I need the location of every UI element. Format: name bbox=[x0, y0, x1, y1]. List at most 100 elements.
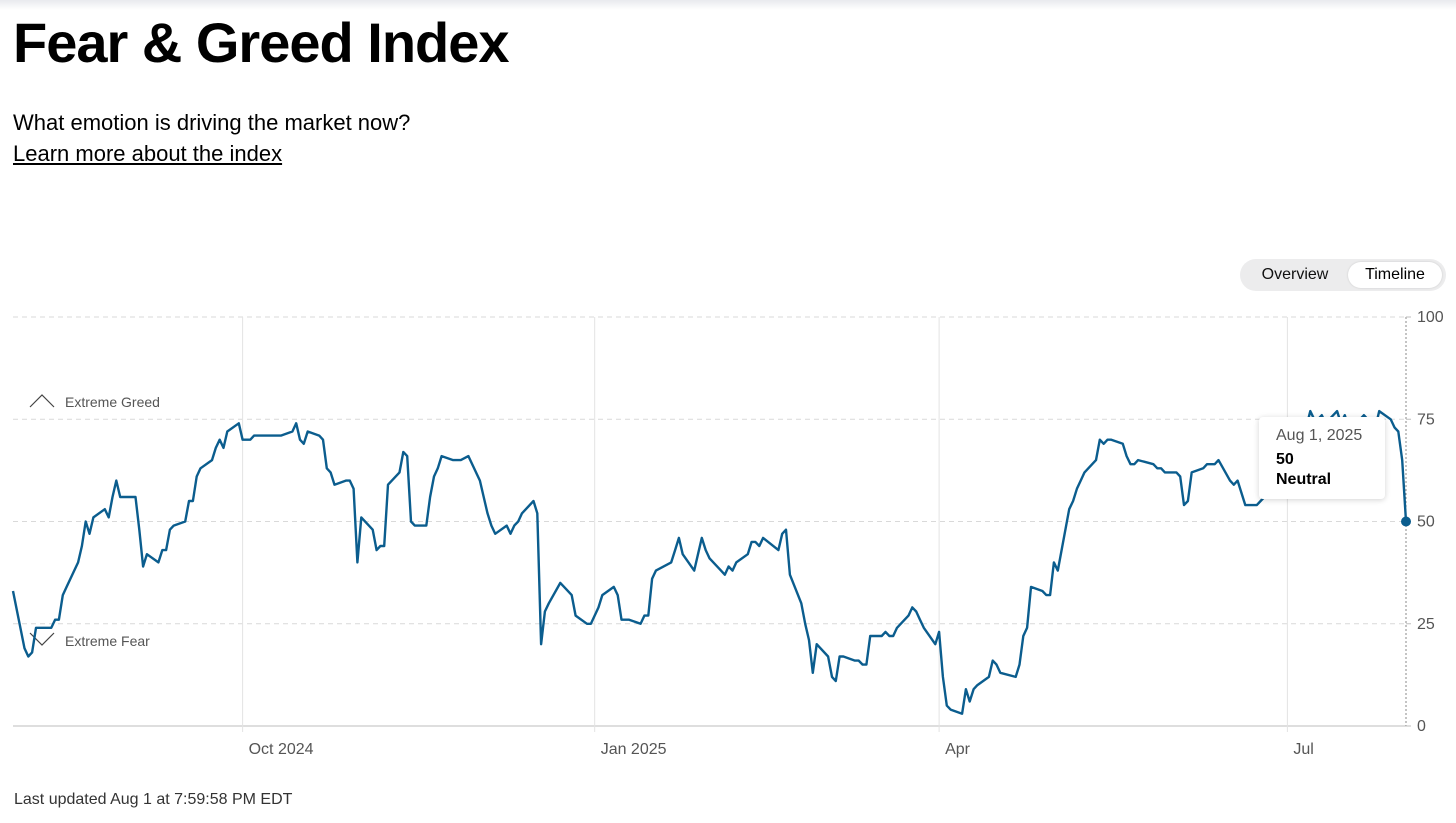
data-point bbox=[360, 516, 362, 518]
data-point bbox=[1393, 426, 1395, 428]
data-point bbox=[586, 623, 588, 625]
data-point bbox=[1129, 463, 1131, 465]
data-point bbox=[322, 439, 324, 441]
data-point bbox=[705, 549, 707, 551]
data-point bbox=[272, 434, 274, 436]
data-point bbox=[946, 704, 948, 706]
data-point bbox=[27, 655, 29, 657]
data-point bbox=[613, 586, 615, 588]
data-point bbox=[307, 430, 309, 432]
data-point bbox=[647, 614, 649, 616]
data-point bbox=[249, 439, 251, 441]
data-point bbox=[410, 520, 412, 522]
data-point bbox=[1041, 590, 1043, 592]
data-point bbox=[483, 496, 485, 498]
data-point bbox=[934, 643, 936, 645]
data-point bbox=[486, 512, 488, 514]
data-point bbox=[590, 623, 592, 625]
data-point bbox=[161, 549, 163, 551]
data-point bbox=[861, 663, 863, 665]
x-tick-label: Apr bbox=[945, 741, 971, 758]
data-point bbox=[199, 467, 201, 469]
data-point bbox=[1057, 569, 1059, 571]
data-point bbox=[165, 549, 167, 551]
data-point bbox=[490, 524, 492, 526]
top-edge-shadow bbox=[0, 0, 1456, 10]
data-point bbox=[1106, 439, 1108, 441]
data-point bbox=[923, 627, 925, 629]
data-point bbox=[23, 647, 25, 649]
data-point bbox=[379, 545, 381, 547]
data-point bbox=[972, 688, 974, 690]
data-point bbox=[349, 479, 351, 481]
data-point bbox=[750, 541, 752, 543]
value-tooltip: Aug 1, 2025 50 Neutral bbox=[1259, 417, 1385, 499]
current-value-point bbox=[1401, 516, 1411, 527]
data-point bbox=[173, 524, 175, 526]
data-point bbox=[108, 516, 110, 518]
index-line bbox=[11, 409, 1408, 715]
data-point bbox=[414, 524, 416, 526]
data-point bbox=[372, 529, 374, 531]
y-tick-label: 25 bbox=[1417, 616, 1435, 633]
learn-more-link[interactable]: Learn more about the index bbox=[13, 141, 283, 166]
data-point bbox=[628, 619, 630, 621]
data-point bbox=[842, 655, 844, 657]
data-point bbox=[747, 553, 749, 555]
data-point bbox=[222, 447, 224, 449]
tab-overview[interactable]: Overview bbox=[1261, 266, 1329, 283]
data-point bbox=[785, 529, 787, 531]
data-point bbox=[942, 676, 944, 678]
data-point bbox=[731, 569, 733, 571]
data-point bbox=[81, 545, 83, 547]
data-point bbox=[804, 623, 806, 625]
data-point bbox=[54, 619, 56, 621]
data-point bbox=[693, 569, 695, 571]
data-point bbox=[241, 439, 243, 441]
data-point bbox=[1103, 443, 1105, 445]
data-point bbox=[919, 619, 921, 621]
data-point bbox=[387, 484, 389, 486]
data-point bbox=[291, 430, 293, 432]
data-point bbox=[299, 439, 301, 441]
data-point bbox=[1397, 430, 1399, 432]
data-point bbox=[907, 614, 909, 616]
data-point bbox=[1068, 508, 1070, 510]
data-point bbox=[1026, 627, 1028, 629]
data-point bbox=[184, 520, 186, 522]
data-point bbox=[425, 524, 427, 526]
data-point bbox=[1080, 479, 1082, 481]
data-point bbox=[865, 663, 867, 665]
data-point bbox=[1206, 463, 1208, 465]
data-point bbox=[697, 553, 699, 555]
data-point bbox=[188, 500, 190, 502]
data-point bbox=[995, 663, 997, 665]
data-point bbox=[727, 565, 729, 567]
data-point bbox=[869, 635, 871, 637]
data-point bbox=[896, 627, 898, 629]
data-point bbox=[1133, 463, 1135, 465]
data-point bbox=[375, 549, 377, 551]
data-point bbox=[969, 700, 971, 702]
data-point bbox=[85, 520, 87, 522]
data-point bbox=[62, 594, 64, 596]
data-point bbox=[724, 574, 726, 576]
data-point bbox=[670, 561, 672, 563]
data-point bbox=[532, 500, 534, 502]
data-point bbox=[111, 496, 113, 498]
data-point bbox=[1378, 410, 1380, 412]
data-point bbox=[559, 582, 561, 584]
data-point bbox=[1233, 484, 1235, 486]
data-point bbox=[762, 537, 764, 539]
data-point bbox=[617, 594, 619, 596]
data-point bbox=[437, 467, 439, 469]
data-point bbox=[651, 578, 653, 580]
data-point bbox=[1125, 455, 1127, 457]
data-point bbox=[169, 529, 171, 531]
data-point bbox=[1156, 467, 1158, 469]
data-point bbox=[1217, 459, 1219, 461]
data-point bbox=[1045, 594, 1047, 596]
data-point bbox=[452, 459, 454, 461]
y-tick-label: 100 bbox=[1417, 309, 1444, 326]
tab-timeline[interactable]: Timeline bbox=[1348, 262, 1442, 288]
